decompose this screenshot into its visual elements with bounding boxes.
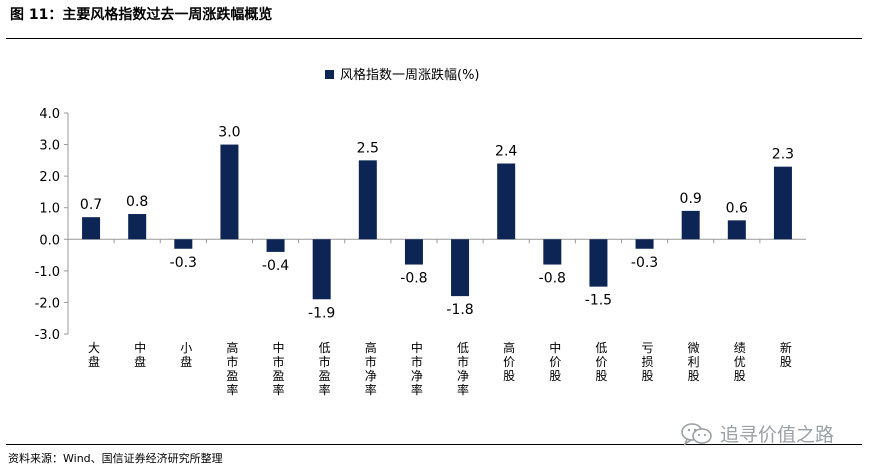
category-label: 中市盈率 <box>273 340 285 397</box>
category-label: 低市盈率 <box>319 341 331 397</box>
data-label: 2.5 <box>357 140 379 156</box>
y-tick-label: -3.0 <box>35 328 60 343</box>
bar <box>312 239 331 300</box>
bar <box>773 166 792 240</box>
data-label: 0.6 <box>726 200 748 216</box>
data-label: -0.8 <box>539 271 566 287</box>
bar <box>635 239 654 249</box>
data-label: 0.7 <box>80 197 102 213</box>
data-label: -0.8 <box>400 271 427 287</box>
legend-swatch <box>325 70 334 79</box>
legend-label: 风格指数一周涨跌幅(%) <box>340 67 480 83</box>
figure-title: 图 11：主要风格指数过去一周涨跌幅概览 <box>10 7 273 23</box>
bar <box>174 239 193 249</box>
data-label: -0.3 <box>170 255 197 271</box>
watermark: 追寻价值之路 <box>680 420 834 447</box>
bottom-rule <box>6 444 862 445</box>
data-label: -1.9 <box>308 305 335 321</box>
bar <box>266 239 285 252</box>
bar <box>128 214 147 240</box>
category-label: 绩优股 <box>734 341 746 383</box>
data-label: 2.4 <box>495 144 517 160</box>
category-label: 低价股 <box>595 341 607 383</box>
y-tick-label: -1.0 <box>35 265 60 280</box>
data-label: -1.5 <box>585 293 612 309</box>
y-tick-label: 3.0 <box>39 139 60 154</box>
bar <box>543 239 562 265</box>
category-label: 中价股 <box>549 340 561 383</box>
data-label: 0.8 <box>126 194 148 210</box>
source-note: 资料来源：Wind、国信证券经济研究所整理 <box>8 452 223 465</box>
bar <box>681 210 700 240</box>
watermark-text: 追寻价值之路 <box>720 424 835 446</box>
y-tick-label: 4.0 <box>39 107 60 122</box>
y-tick-label: 2.0 <box>39 170 60 185</box>
data-label: -1.8 <box>446 302 473 318</box>
data-label: 2.3 <box>772 147 794 163</box>
category-label: 高价股 <box>503 340 515 383</box>
bar-chart: 风格指数一周涨跌幅(%) 4.0 3.0 2.0 1.0 0.0 -1.0 -2.0 -3.0 0… <box>35 67 806 397</box>
y-tick-label: 0.0 <box>39 233 60 248</box>
bar <box>727 220 746 240</box>
bar <box>404 239 423 265</box>
category-label: 小盘 <box>180 341 192 369</box>
category-label: 微利股 <box>688 341 700 383</box>
data-label: 3.0 <box>218 125 240 141</box>
category-label: 高市净率 <box>365 340 377 397</box>
data-label: 0.9 <box>680 191 702 207</box>
wechat-icon <box>680 421 714 447</box>
top-rule <box>6 38 862 39</box>
category-label: 低市净率 <box>457 341 469 397</box>
category-label: 新股 <box>780 340 792 369</box>
data-label: -0.4 <box>262 258 289 274</box>
bar <box>220 144 239 240</box>
category-label: 亏损股 <box>642 341 654 383</box>
category-label: 中盘 <box>134 340 146 369</box>
category-label: 大盘 <box>88 341 100 369</box>
bar <box>589 239 608 287</box>
bar <box>358 160 377 240</box>
category-label: 中市净率 <box>411 340 423 397</box>
data-label: -0.3 <box>631 255 658 271</box>
y-tick-label: 1.0 <box>39 202 60 217</box>
bar <box>451 239 470 297</box>
category-label: 高市盈率 <box>226 340 238 397</box>
bar <box>82 217 101 240</box>
bar <box>497 163 516 240</box>
y-tick-label: -2.0 <box>35 296 60 311</box>
